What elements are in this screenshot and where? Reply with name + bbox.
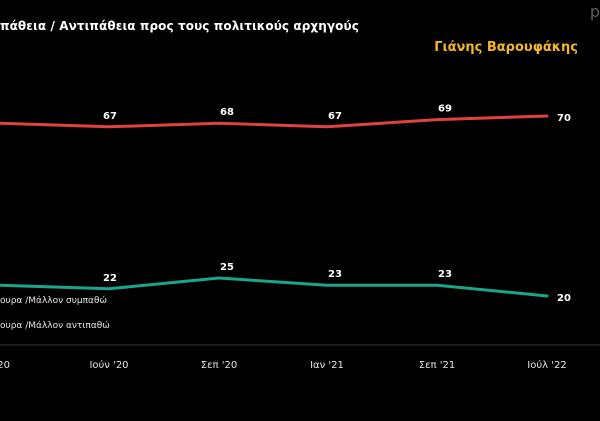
data-label: 67 xyxy=(328,111,342,122)
x-tick-label: Ιαν '21 xyxy=(310,360,344,371)
corner-logo-mark: p xyxy=(589,2,600,21)
x-tick-label: Σεπ '21 xyxy=(419,360,455,371)
series-line-1 xyxy=(0,276,549,298)
x-tick-label: Ιούλ '22 xyxy=(527,359,566,371)
data-label: 68 xyxy=(220,107,234,118)
x-tick-label: Σεπ '20 xyxy=(201,360,237,371)
data-label: 23 xyxy=(328,269,342,280)
x-tick-label: Ιούν '20 xyxy=(89,359,128,371)
chart-title: πάθεια / Αντιπάθεια προς τους πολιτικούς… xyxy=(0,19,359,33)
x-tick-label: 20 xyxy=(0,360,10,371)
data-label: 67 xyxy=(103,111,117,122)
data-label: 25 xyxy=(220,262,234,273)
politician-name: Γιάνης Βαρουφάκης xyxy=(434,40,578,55)
data-label: 22 xyxy=(103,273,117,284)
data-label: 20 xyxy=(557,293,571,304)
legend-like: ουρα /Μάλλον συμπαθώ xyxy=(0,296,108,306)
data-label: 69 xyxy=(438,104,452,115)
series-line-0 xyxy=(0,114,549,129)
data-label: 70 xyxy=(557,113,571,124)
legend-dislike: ουρα /Μάλλον αντιπαθώ xyxy=(0,321,110,331)
data-label: 23 xyxy=(438,269,452,280)
